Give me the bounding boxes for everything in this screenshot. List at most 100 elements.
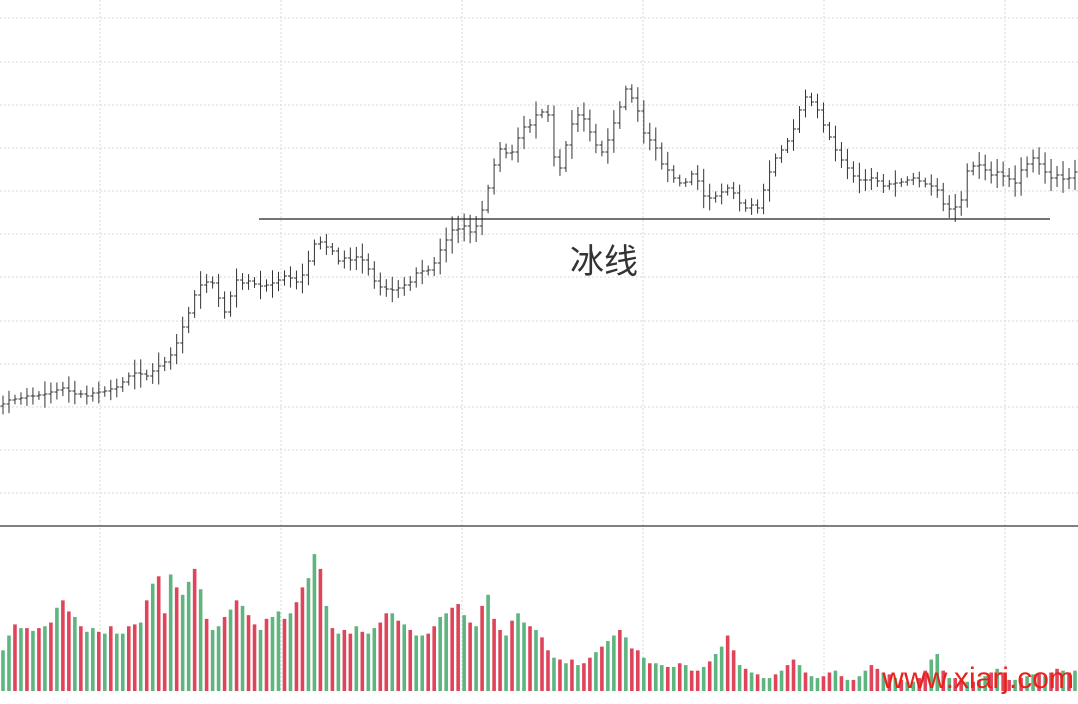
volume-bar [713, 654, 718, 691]
volume-bar [558, 659, 562, 691]
ohlc-bar [126, 372, 132, 386]
volume-bar [618, 629, 622, 691]
volume-bar [1073, 670, 1077, 691]
ohlc-bar [102, 386, 108, 397]
ohlc-bar [641, 100, 647, 144]
volume-bar [43, 626, 47, 691]
volume-bar [1049, 672, 1053, 691]
ohlc-bar [677, 174, 683, 187]
volume-bar [1007, 679, 1011, 691]
volume-bar [372, 628, 377, 691]
volume-bar [516, 613, 520, 691]
ohlc-bar [665, 151, 671, 183]
volume-bar [570, 659, 574, 691]
volume-bar [893, 678, 898, 691]
ohlc-bar [269, 270, 275, 298]
ohlc-bar [198, 271, 204, 309]
ohlc-bar [868, 167, 874, 191]
ohlc-bar [779, 145, 785, 163]
ohlc-bar [138, 359, 144, 388]
ohlc-bar [1024, 156, 1030, 178]
ohlc-bar [533, 101, 539, 139]
ohlc-bar [287, 266, 293, 288]
ohlc-bar [353, 246, 359, 271]
volume-bar [989, 672, 993, 691]
ohlc-bar [228, 291, 234, 317]
ohlc-bar [713, 191, 719, 203]
volume-bar [905, 681, 910, 691]
volume-bar [845, 679, 850, 691]
volume-bar [803, 672, 808, 691]
ohlc-bar [329, 243, 335, 255]
ohlc-bar [623, 85, 629, 111]
volume-bar [396, 620, 401, 691]
volume-bar [665, 666, 670, 691]
volume-bar [899, 679, 904, 691]
volume-bar [1001, 672, 1005, 691]
volume-bar [486, 594, 490, 691]
volume-bar [600, 646, 604, 691]
volume-bar [300, 587, 305, 691]
volume-bar [582, 663, 586, 691]
ohlc-bar [844, 148, 850, 180]
volume-bar [150, 583, 155, 691]
ohlc-bar [114, 378, 120, 398]
volume-bar [869, 665, 874, 691]
ohlc-bar [647, 122, 653, 151]
volume-bar [540, 637, 544, 691]
volume-bar [228, 609, 233, 691]
volume-bar [360, 631, 365, 691]
ohlc-bar [12, 394, 18, 405]
volume-bar [156, 576, 161, 691]
volume-bar [13, 624, 17, 691]
volume-bar [132, 624, 137, 691]
volume-bar [659, 665, 664, 691]
ohlc-bar [832, 125, 838, 162]
volume-bar [719, 646, 724, 691]
ohlc-bar [617, 101, 623, 129]
ohlc-bar [216, 273, 222, 308]
ohlc-bar [0, 395, 6, 415]
ohlc-bar [281, 270, 287, 286]
volume-bar [534, 629, 538, 691]
ohlc-bar [545, 105, 551, 122]
ohlc-bar [335, 247, 341, 265]
ohlc-bar [958, 191, 964, 216]
volume-bar [414, 635, 419, 691]
ohlc-bar [347, 247, 353, 271]
ohlc-bar [383, 279, 389, 297]
ohlc-bar [443, 227, 449, 263]
volume-bar [234, 600, 239, 691]
volume-bar [749, 672, 754, 691]
volume-bar [821, 676, 826, 691]
volume-bar [79, 626, 83, 691]
ohlc-bar [521, 115, 527, 150]
volume-bar [1043, 676, 1047, 691]
ohlc-bar [994, 159, 1000, 188]
volume-bar [366, 633, 371, 691]
ohlc-bar [162, 356, 168, 372]
ohlc-bar [174, 333, 180, 365]
ohlc-bar [246, 274, 252, 290]
ohlc-bar [222, 291, 228, 319]
ohlc-bar [258, 270, 264, 300]
ohlc-bar [78, 390, 84, 398]
ohlc-bar [407, 276, 413, 291]
volume-bar [67, 611, 71, 691]
ohlc-bar [737, 184, 743, 212]
ohlc-bar [395, 280, 401, 298]
volume-bar [264, 618, 269, 691]
volume-bar [31, 630, 35, 691]
volume-bar [348, 633, 353, 691]
volume-bar [797, 665, 802, 691]
volume-bar [624, 637, 628, 691]
ohlc-bar [761, 183, 767, 215]
volume-bar [198, 589, 203, 691]
volume-bar [1037, 674, 1041, 691]
volume-bar [875, 668, 880, 691]
ohlc-bar [401, 277, 407, 296]
ohlc-bar [755, 199, 761, 214]
ohlc-bar [473, 215, 479, 243]
ohlc-bar [952, 194, 958, 222]
volume-bar [174, 587, 179, 691]
